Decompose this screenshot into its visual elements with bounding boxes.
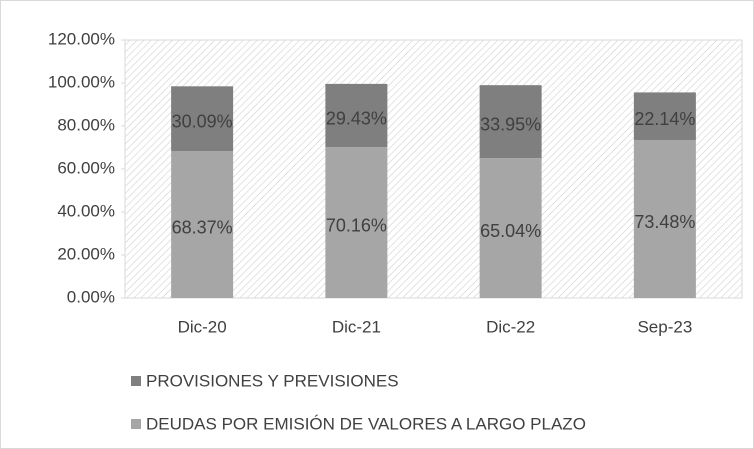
y-tick-label: 60.00% xyxy=(57,158,115,177)
bar-segment xyxy=(633,140,696,298)
y-tick-label: 20.00% xyxy=(57,244,115,263)
value-label: 70.16% xyxy=(326,215,387,235)
x-tick-label: Dic-22 xyxy=(486,317,535,336)
y-tick-label: 40.00% xyxy=(57,201,115,220)
value-label: 73.48% xyxy=(634,212,695,232)
x-tick-label: Dic-21 xyxy=(332,317,381,336)
value-label: 29.43% xyxy=(326,108,387,128)
legend-swatch xyxy=(131,376,141,386)
y-tick-label: 120.00% xyxy=(48,29,115,48)
x-tick-label: Dic-20 xyxy=(178,317,227,336)
value-label: 30.09% xyxy=(172,111,233,131)
legend-label: PROVISIONES Y PREVISIONES xyxy=(146,371,399,390)
legend-swatch xyxy=(131,419,141,429)
legend-label: DEUDAS POR EMISIÓN DE VALORES A LARGO PL… xyxy=(146,414,586,433)
bar-segment xyxy=(171,151,234,298)
value-label: 68.37% xyxy=(172,217,233,237)
x-tick-label: Sep-23 xyxy=(637,317,692,336)
bar-segment xyxy=(325,147,388,298)
bar-segment xyxy=(479,158,542,298)
value-label: 22.14% xyxy=(634,109,695,129)
value-label: 65.04% xyxy=(480,221,541,241)
value-label: 33.95% xyxy=(480,114,541,134)
bar-segment xyxy=(325,83,388,148)
bar-segment xyxy=(479,85,542,159)
y-tick-label: 0.00% xyxy=(67,287,115,306)
y-tick-label: 100.00% xyxy=(48,72,115,91)
bar-segment xyxy=(171,86,234,152)
bar-segment xyxy=(633,92,696,141)
y-tick-label: 80.00% xyxy=(57,115,115,134)
